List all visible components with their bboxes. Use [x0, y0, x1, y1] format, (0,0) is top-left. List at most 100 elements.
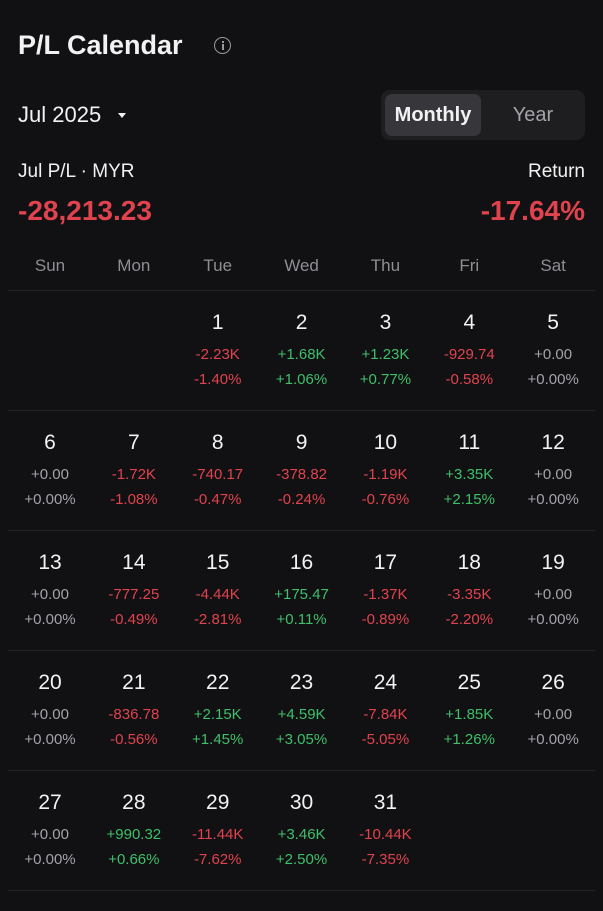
day-number[interactable]: 22	[206, 671, 230, 694]
day-pl: +990.32	[106, 826, 162, 843]
day-pl: +0.00	[31, 706, 69, 723]
day-return: +2.50%	[275, 851, 328, 868]
day-number[interactable]: 21	[122, 671, 146, 694]
tab-monthly[interactable]: Monthly	[385, 94, 481, 136]
day-return: +3.05%	[275, 731, 328, 748]
divider	[8, 290, 595, 291]
separator: ·	[75, 161, 93, 182]
day-pl: +1.23K	[361, 346, 410, 363]
day-return: -0.76%	[361, 491, 410, 508]
day-return: -1.08%	[110, 491, 158, 508]
day-number[interactable]: 25	[457, 671, 481, 694]
day-number[interactable]: 27	[38, 791, 62, 814]
day-number[interactable]: 10	[373, 431, 398, 454]
day-return: +1.45%	[192, 731, 244, 748]
day-pl: -836.78	[108, 706, 160, 723]
day-return: -2.81%	[193, 611, 242, 628]
return-value: -17.64%	[480, 195, 585, 226]
tab-year[interactable]: Year	[512, 104, 554, 126]
day-number[interactable]: 17	[373, 551, 398, 574]
day-return: +0.00%	[527, 611, 579, 628]
pl-label: Jul P/L	[18, 161, 76, 182]
day-pl: +0.00	[31, 466, 69, 483]
day-pl: +175.47	[274, 586, 329, 603]
divider	[8, 650, 595, 651]
day-number[interactable]: 15	[206, 551, 230, 574]
day-pl: -929.74	[443, 346, 495, 363]
day-return: +0.00%	[527, 491, 579, 508]
day-number[interactable]: 20	[38, 671, 62, 694]
weekday-label: Tue	[203, 256, 233, 275]
day-number[interactable]: 3	[379, 311, 392, 334]
day-pl: +0.00	[31, 586, 69, 603]
day-number[interactable]: 7	[128, 431, 140, 454]
day-number[interactable]: 13	[38, 551, 62, 574]
day-number[interactable]: 28	[122, 791, 146, 814]
day-return: +1.06%	[275, 371, 328, 388]
day-return: +0.00%	[527, 731, 579, 748]
day-pl: +0.00	[31, 826, 69, 843]
day-pl: -10.44K	[359, 826, 412, 843]
day-number[interactable]: 26	[541, 671, 565, 694]
day-number[interactable]: 2	[295, 311, 308, 334]
day-return: +0.77%	[359, 371, 412, 388]
day-number[interactable]: 5	[547, 311, 559, 334]
day-pl: -1.19K	[363, 466, 408, 483]
day-number[interactable]: 30	[289, 791, 314, 814]
day-number[interactable]: 8	[211, 431, 224, 454]
day-pl: -378.82	[276, 466, 327, 483]
day-return: -2.20%	[445, 611, 494, 628]
day-return: +0.00%	[527, 371, 579, 388]
day-pl: +4.59K	[277, 706, 326, 723]
day-number[interactable]: 11	[458, 431, 481, 454]
day-pl: +0.00	[534, 346, 573, 363]
day-return: +0.11%	[276, 611, 327, 628]
month-picker[interactable]: Jul 2025	[18, 102, 102, 127]
day-pl: +2.15K	[193, 706, 242, 723]
day-pl: +0.00	[534, 466, 573, 483]
day-number[interactable]: 14	[122, 551, 146, 574]
page-title: P/L Calendar	[18, 30, 183, 60]
day-number[interactable]: 12	[541, 431, 565, 454]
day-pl: -7.84K	[363, 706, 408, 723]
day-pl: +0.00	[534, 706, 573, 723]
day-number[interactable]: 16	[289, 551, 314, 574]
summary-label: Jul P/L · MYR	[18, 161, 135, 183]
weekday-label: Sat	[540, 256, 566, 275]
return-label: Return	[527, 161, 585, 182]
day-pl: -2.23K	[195, 346, 240, 363]
divider	[8, 530, 595, 531]
day-number[interactable]: 4	[463, 311, 476, 334]
weekday-label: Thu	[370, 256, 401, 275]
day-number[interactable]: 19	[541, 551, 565, 574]
weekday-label: Wed	[284, 256, 319, 275]
day-number[interactable]: 1	[211, 311, 224, 334]
period-toggle: Monthly Year	[381, 90, 585, 140]
day-number[interactable]: 31	[373, 791, 398, 814]
day-pl: -4.44K	[195, 586, 240, 603]
day-return: +0.00%	[24, 851, 76, 868]
day-number[interactable]: 6	[44, 431, 56, 454]
day-number[interactable]: 23	[289, 671, 314, 694]
day-return: +2.15%	[443, 491, 495, 508]
day-number[interactable]: 9	[295, 431, 308, 454]
day-return: -0.49%	[110, 611, 158, 628]
day-number[interactable]: 18	[457, 551, 481, 574]
day-pl: -777.25	[108, 586, 160, 603]
day-return: +0.00%	[24, 731, 76, 748]
divider	[8, 770, 595, 771]
day-pl: -740.17	[192, 466, 244, 483]
day-number[interactable]: 29	[206, 791, 230, 814]
day-return: -7.35%	[361, 851, 410, 868]
day-return: +1.26%	[443, 731, 495, 748]
weekday-label: Mon	[117, 256, 151, 275]
dropdown-caret[interactable]	[118, 113, 126, 118]
day-return: -7.62%	[193, 851, 242, 868]
day-pl: -1.72K	[111, 466, 156, 483]
day-return: +0.00%	[24, 611, 76, 628]
day-pl: -3.35K	[447, 586, 492, 603]
day-pl: +3.46K	[277, 826, 326, 843]
info-icon[interactable]	[214, 37, 231, 54]
day-number[interactable]: 24	[373, 671, 398, 694]
